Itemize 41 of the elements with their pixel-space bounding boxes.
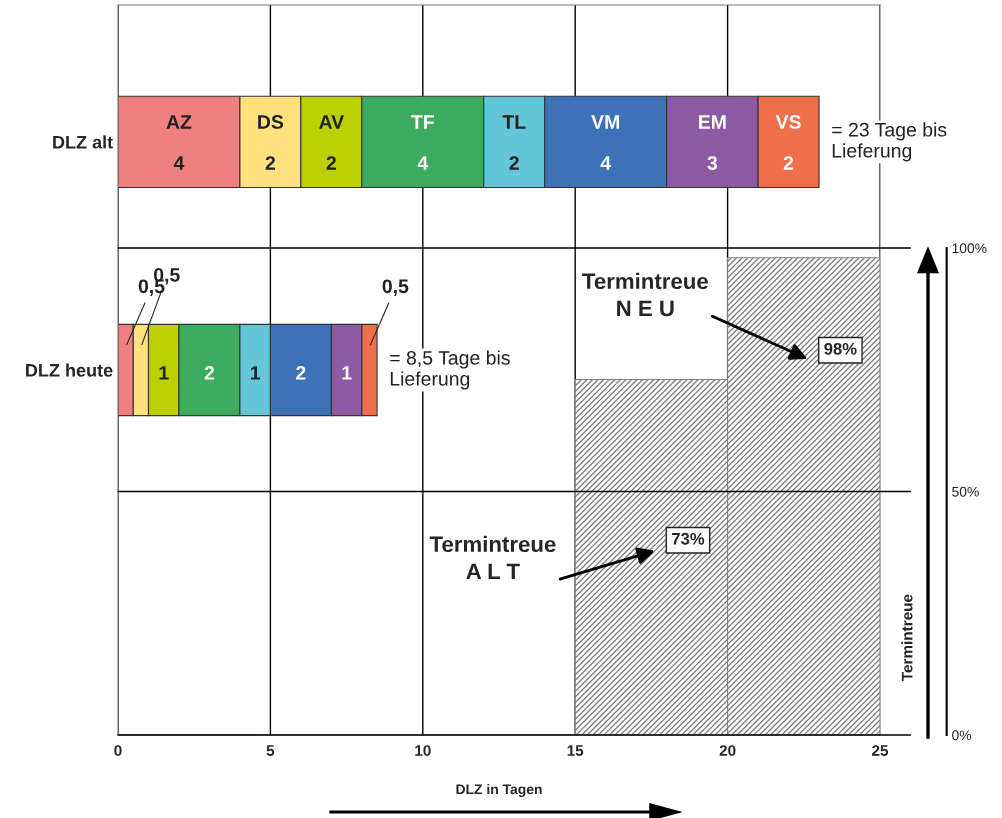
- annotation: = 23 Tage bis Lieferung: [832, 122, 947, 162]
- x-axis-title: DLZ in Tagen: [456, 783, 542, 797]
- data-label: 1: [342, 366, 352, 380]
- data-label: 1: [159, 366, 169, 380]
- series-label: AZ: [166, 115, 192, 129]
- series-label: TF: [411, 115, 434, 129]
- x-tick-label: 15: [567, 745, 584, 756]
- y-axis-title: Termintreue: [901, 594, 913, 682]
- data-label: 2: [296, 366, 306, 380]
- series-label: DS: [258, 115, 284, 129]
- y-tick-label: 100%: [952, 243, 987, 254]
- data-label: 2: [783, 156, 794, 170]
- annotation: = 8,5 Tage bis Lieferung: [390, 350, 510, 390]
- data-label: 2: [326, 156, 336, 170]
- series-label: VM: [591, 115, 619, 129]
- data-label: 4: [417, 156, 429, 170]
- data-label: 4: [600, 156, 611, 170]
- y-tick-label: DLZ alt: [53, 135, 113, 149]
- annotation: Termintreue A L T: [429, 535, 556, 580]
- data-label: 98%: [824, 342, 857, 355]
- series-label: VS: [775, 115, 801, 129]
- data-label: 73%: [672, 532, 705, 545]
- series-label: TL: [502, 115, 526, 129]
- series-label: EM: [699, 115, 726, 129]
- x-tick-label: 0: [114, 745, 122, 756]
- data-label: 0,5: [382, 279, 409, 296]
- data-label: 3: [707, 156, 718, 170]
- x-tick-label: 20: [719, 745, 736, 756]
- data-label: 2: [509, 156, 519, 170]
- y-tick-label: 0%: [952, 730, 972, 741]
- x-tick-label: 25: [872, 745, 889, 756]
- y-tick-label: DLZ heute: [26, 363, 113, 377]
- data-label: 2: [265, 156, 276, 170]
- data-label: 2: [204, 366, 215, 380]
- x-tick-label: 10: [415, 745, 431, 756]
- x-tick-label: 5: [266, 745, 275, 756]
- data-label: 4: [173, 156, 185, 170]
- data-label: 1: [250, 366, 261, 380]
- series-label: AV: [319, 115, 345, 129]
- y-tick-label: 50%: [952, 486, 979, 497]
- annotation: Termintreue N E U: [582, 272, 708, 317]
